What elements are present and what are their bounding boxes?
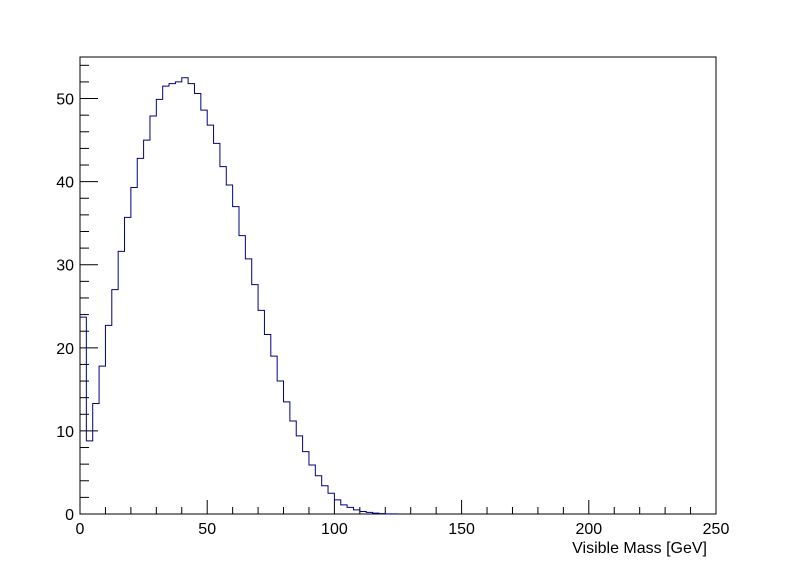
x-tick-label: 150: [448, 521, 475, 538]
x-tick-label: 50: [198, 521, 216, 538]
y-tick-label: 0: [65, 507, 74, 524]
y-tick-label: 50: [56, 92, 74, 109]
x-tick-label: 0: [76, 521, 85, 538]
x-axis-title: Visible Mass [GeV]: [572, 540, 707, 557]
histogram-series: [80, 77, 398, 515]
x-tick-label: 200: [575, 521, 602, 538]
y-tick-label: 30: [56, 258, 74, 275]
x-axis: 0 50 100 150 200 250: [76, 500, 730, 538]
y-tick-label: 10: [56, 424, 74, 441]
series-layer: [80, 77, 398, 515]
plot-frame: [79, 56, 717, 515]
x-tick-label: 100: [321, 521, 348, 538]
y-axis: 0 10 20 30 40 50: [56, 64, 98, 524]
y-tick-label: 40: [56, 175, 74, 192]
x-tick-label: 250: [703, 521, 730, 538]
y-tick-label: 20: [56, 341, 74, 358]
